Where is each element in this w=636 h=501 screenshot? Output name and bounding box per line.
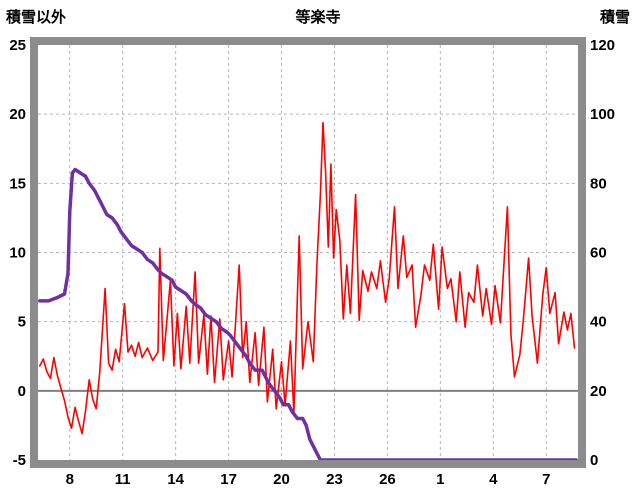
x-axis-tick-label: 23: [326, 471, 343, 488]
plot-frame: [30, 37, 586, 468]
series-line-right: [38, 167, 578, 462]
left-axis-tick-label: 10: [9, 245, 26, 262]
x-axis-tick-label: 11: [115, 471, 131, 488]
x-axis-tick-label: 7: [542, 471, 550, 488]
left-axis-tick-label: 0: [18, 383, 26, 400]
x-axis-tick-label: 4: [489, 471, 498, 488]
left-axis-tick-label: 25: [9, 37, 26, 54]
right-axis-tick-label: 40: [590, 314, 607, 331]
x-axis-tick-label: 1: [436, 471, 444, 488]
right-axis-tick-label: 80: [590, 175, 607, 192]
left-axis-tick-label: 20: [9, 106, 26, 123]
left-axis-tick-label: -5: [13, 452, 26, 469]
chart-title: 等楽寺: [295, 9, 341, 26]
x-axis-tick-label: 8: [66, 471, 74, 488]
x-axis-tick-label: 20: [273, 471, 290, 488]
right-axis-tick-label: 0: [590, 452, 598, 469]
x-axis-tick-label: 14: [167, 471, 184, 488]
series-line-left: [38, 121, 576, 435]
left-axis-tick-label: 15: [9, 175, 26, 192]
x-axis-tick-label: 26: [379, 471, 396, 488]
right-axis-tick-label: 20: [590, 383, 607, 400]
left-axis-tick-label: 5: [18, 314, 26, 331]
x-axis-tick-label: 17: [220, 471, 237, 488]
right-axis-title: 積雪: [599, 9, 630, 26]
right-axis-tick-label: 120: [590, 37, 615, 54]
right-axis-tick-label: 100: [590, 106, 615, 123]
left-axis-title: 積雪以外: [6, 9, 67, 26]
right-axis-tick-label: 60: [590, 245, 607, 262]
